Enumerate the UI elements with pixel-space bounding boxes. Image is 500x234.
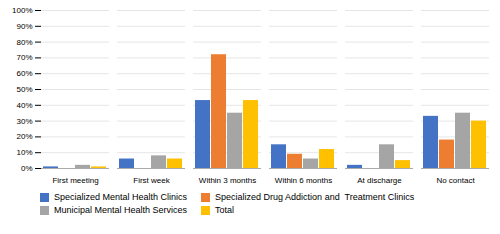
svg-text:10%: 10% (16, 148, 32, 157)
svg-text:80%: 80% (16, 38, 32, 47)
svg-text:50%: 50% (16, 85, 32, 94)
svg-text:90%: 90% (16, 22, 32, 31)
svg-text:First week: First week (133, 176, 170, 185)
svg-text:70%: 70% (16, 53, 32, 62)
svg-text:30%: 30% (16, 117, 32, 126)
svg-text:60%: 60% (16, 69, 32, 78)
svg-text:100%: 100% (12, 6, 32, 15)
html-text:Total: Total (215, 205, 235, 215)
svg-text:Within 3 months: Within 3 months (199, 176, 256, 185)
html-text:Specialized Mental Health Clin: Specialized Mental Health Clinics (54, 192, 188, 202)
html-text:Municipal Mental Health Servic: Municipal Mental Health Services (54, 205, 188, 215)
svg-text:20%: 20% (16, 132, 32, 141)
svg-text:0%: 0% (21, 164, 33, 173)
svg-text:First meeting: First meeting (52, 176, 98, 185)
svg-text:At discharge: At discharge (357, 176, 402, 185)
html-text:Specialized Drug Addiction and: Specialized Drug Addiction and Treatment… (215, 192, 415, 202)
svg-text:40%: 40% (16, 101, 32, 110)
svg-text:Within 6 months: Within 6 months (275, 176, 332, 185)
svg-text:No contact: No contact (436, 176, 475, 185)
